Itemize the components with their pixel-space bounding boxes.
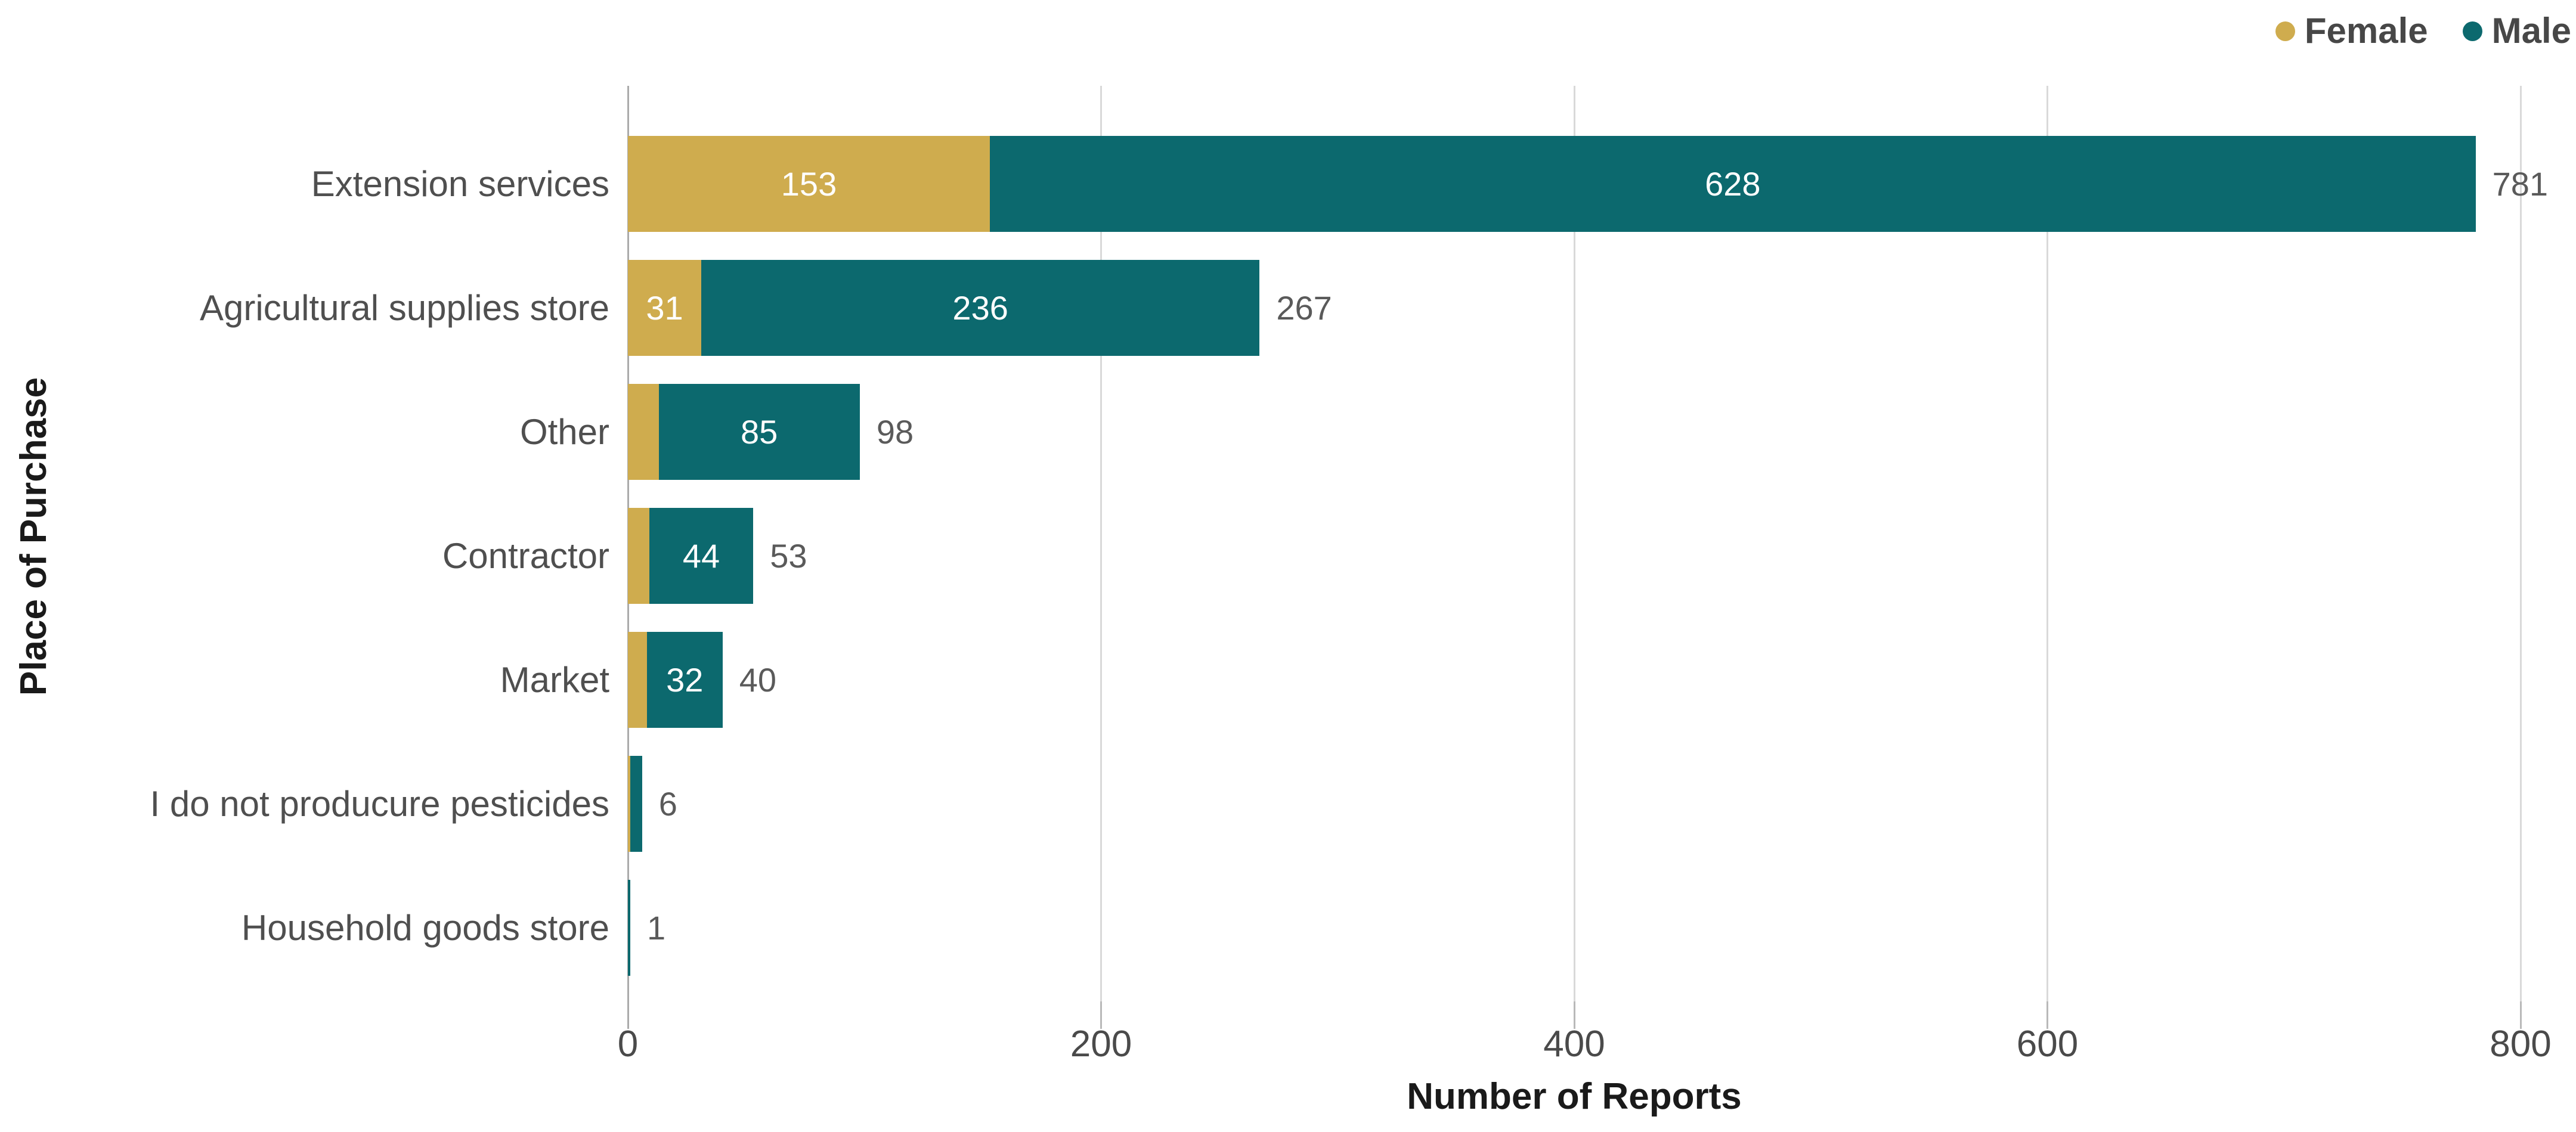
- bar-segment-male: [701, 260, 1260, 356]
- bar-segment-female: [628, 136, 990, 232]
- legend-marker-icon: [2462, 21, 2482, 41]
- category-label: Household goods store: [241, 907, 609, 948]
- bar-total-value: 98: [876, 413, 914, 451]
- bar-total-value: 1: [646, 908, 666, 947]
- axis-tick: [1100, 1001, 1102, 1029]
- bar-segment-male: [630, 756, 642, 852]
- bar-segment-male: [658, 384, 860, 480]
- category-label: Contractor: [442, 535, 609, 576]
- legend-item-male[interactable]: Male: [2462, 10, 2571, 52]
- bar-segment-female: [628, 260, 701, 356]
- category-label: Extension services: [311, 163, 609, 204]
- bar-segment-value: 85: [741, 413, 778, 451]
- bar-segment-value: 44: [682, 536, 720, 575]
- bar-total-value: 53: [770, 536, 807, 575]
- axis-tick: [2046, 1001, 2048, 1029]
- x-tick-label: 800: [2490, 1024, 2552, 1065]
- bar-segment-value: 628: [1705, 165, 1761, 203]
- bar-segment-value: 32: [666, 660, 704, 699]
- bar-total-value: 40: [739, 660, 776, 699]
- legend-label: Male: [2491, 11, 2571, 51]
- x-tick-label: 0: [617, 1024, 639, 1065]
- bar-segment-female: [628, 384, 659, 480]
- category-label: I do not producure pesticides: [150, 783, 609, 824]
- chart-legend: Female Male: [2275, 10, 2571, 52]
- bar-segment-value: 153: [781, 165, 837, 203]
- x-tick-label: 600: [2016, 1024, 2079, 1065]
- axis-tick: [627, 1001, 629, 1029]
- y-axis-title: Place of Purchase: [13, 377, 54, 696]
- legend-item-female[interactable]: Female: [2275, 10, 2428, 52]
- category-label: Other: [519, 411, 609, 452]
- bar-total-value: 781: [2492, 165, 2549, 203]
- bar-total-value: 267: [1276, 289, 1332, 327]
- bar-segment-male: [990, 136, 2476, 232]
- bar-segment-male: [628, 880, 630, 976]
- gridline: [1573, 86, 1575, 1001]
- bar-segment-value: 31: [646, 289, 683, 327]
- gridline: [2046, 86, 2048, 1001]
- gridline: [1100, 86, 1102, 1001]
- category-label: Agricultural supplies store: [200, 287, 609, 328]
- bar-segment-male: [646, 632, 723, 728]
- bar-segment-male: [649, 508, 754, 604]
- x-tick-label: 200: [1070, 1024, 1132, 1065]
- bar-total-value: 6: [658, 784, 677, 823]
- legend-label: Female: [2304, 11, 2428, 51]
- bar-segment-female: [628, 632, 647, 728]
- bar-segment-female: [628, 508, 649, 604]
- gridline: [2519, 86, 2522, 1001]
- legend-marker-icon: [2275, 21, 2295, 41]
- x-tick-label: 400: [1543, 1024, 1605, 1065]
- bar-segment-female: [628, 756, 630, 852]
- x-axis-title: Number of Reports: [1407, 1076, 1742, 1117]
- category-label: Market: [500, 659, 609, 700]
- bar-segment-value: 236: [952, 289, 1008, 327]
- axis-tick: [1573, 1001, 1575, 1029]
- axis-tick: [2519, 1001, 2522, 1029]
